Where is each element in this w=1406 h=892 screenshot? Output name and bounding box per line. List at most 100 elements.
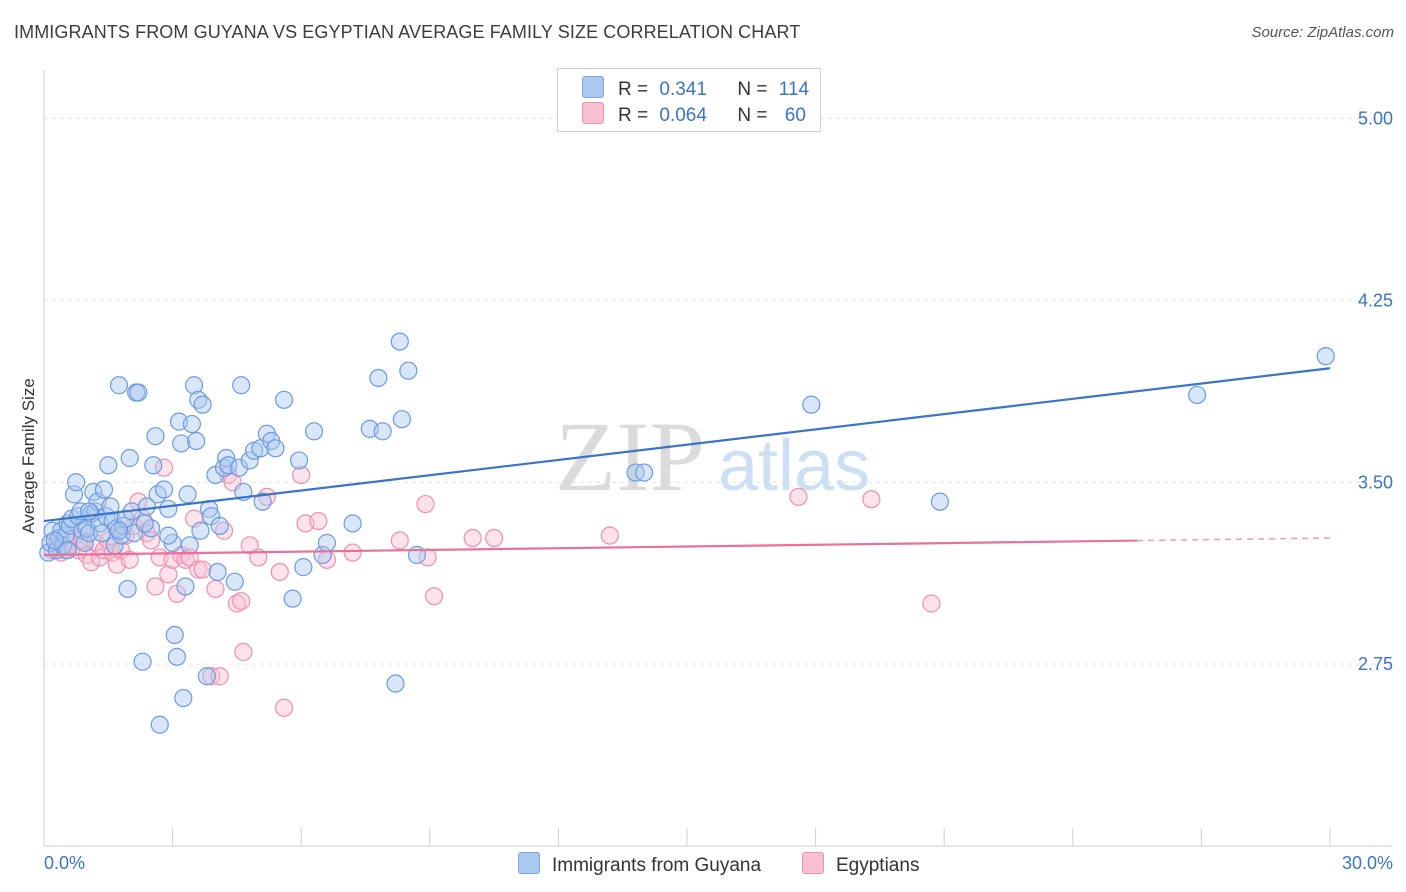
data-point bbox=[635, 463, 654, 482]
data-point bbox=[167, 647, 186, 666]
data-point bbox=[135, 514, 154, 533]
legend-item-egyptians[interactable]: Egyptians bbox=[802, 852, 919, 877]
data-point bbox=[253, 492, 272, 511]
data-point bbox=[109, 521, 129, 540]
data-point bbox=[225, 572, 244, 591]
data-point bbox=[234, 642, 253, 662]
watermark-atlas: atlas bbox=[718, 426, 870, 506]
r-value: 0.341 bbox=[659, 79, 707, 100]
legend-row-egyptians: R = 0.064 N = 60 bbox=[582, 102, 806, 126]
trend-line-extension bbox=[1137, 537, 1331, 542]
legend-swatch-egyptians bbox=[582, 102, 604, 124]
y-tick-label: 3.50 bbox=[1358, 472, 1393, 492]
data-point bbox=[193, 560, 212, 579]
y-tick-label: 4.25 bbox=[1358, 290, 1393, 310]
gridlines bbox=[44, 118, 1392, 665]
data-point bbox=[120, 448, 139, 468]
legend-row-guyana: R = 0.341 N = 114 bbox=[582, 76, 809, 100]
data-point bbox=[274, 390, 294, 409]
data-point bbox=[206, 579, 225, 599]
data-point bbox=[191, 521, 210, 540]
data-point bbox=[270, 562, 289, 582]
data-point bbox=[283, 589, 302, 608]
data-point bbox=[133, 652, 152, 671]
data-point bbox=[154, 458, 174, 477]
data-point bbox=[266, 439, 285, 458]
data-point bbox=[182, 414, 201, 434]
data-point bbox=[176, 577, 195, 596]
data-point bbox=[197, 667, 216, 686]
data-point bbox=[289, 451, 309, 470]
data-point bbox=[390, 531, 409, 550]
data-point bbox=[150, 715, 169, 734]
data-point bbox=[219, 456, 238, 475]
data-point bbox=[369, 368, 388, 388]
data-point bbox=[1316, 347, 1335, 366]
data-point bbox=[146, 427, 165, 446]
data-point bbox=[386, 674, 405, 693]
data-point bbox=[174, 688, 193, 708]
data-point bbox=[416, 494, 435, 514]
data-point bbox=[159, 526, 178, 545]
axis-labels: 2.75 3.50 4.25 5.00 0.0% 30.0% Average Family … bbox=[19, 109, 1393, 874]
trend-line bbox=[43, 367, 1331, 523]
data-point bbox=[84, 482, 103, 502]
data-point bbox=[274, 698, 294, 717]
watermark-zip: ZIP bbox=[555, 401, 705, 512]
y-tick-label: 2.75 bbox=[1358, 654, 1393, 674]
data-point bbox=[154, 480, 174, 499]
data-point bbox=[309, 511, 328, 531]
watermark: ZIP atlas bbox=[555, 401, 870, 512]
x-tick-label-min: 0.0% bbox=[44, 853, 85, 873]
data-point bbox=[45, 531, 64, 550]
data-point bbox=[862, 490, 881, 509]
data-point bbox=[424, 587, 444, 606]
legend-swatch-guyana bbox=[518, 852, 540, 874]
data-point bbox=[109, 376, 129, 395]
data-point bbox=[343, 514, 362, 533]
source-label: Source: ZipAtlas.com bbox=[1251, 24, 1394, 41]
data-point bbox=[159, 565, 178, 584]
data-point bbox=[392, 410, 412, 429]
data-point bbox=[600, 526, 619, 545]
legend-swatch-egyptians bbox=[802, 852, 824, 874]
data-point bbox=[193, 395, 212, 414]
data-point bbox=[99, 456, 118, 475]
data-point bbox=[343, 543, 362, 562]
x-tick-label-max: 30.0% bbox=[1342, 853, 1393, 873]
data-point bbox=[146, 577, 165, 596]
r-value: 0.064 bbox=[659, 105, 707, 126]
r-label: R = bbox=[618, 79, 649, 100]
data-point bbox=[485, 528, 504, 548]
data-point bbox=[58, 541, 77, 560]
axes bbox=[43, 70, 1392, 847]
data-point bbox=[210, 667, 229, 686]
data-point bbox=[144, 456, 163, 475]
data-point bbox=[178, 485, 197, 504]
legend-stats: R = 0.341 N = 114 R = 0.064 N = 60 bbox=[557, 68, 821, 132]
data-point bbox=[165, 625, 184, 645]
n-value: 114 bbox=[778, 79, 810, 100]
data-point bbox=[180, 536, 199, 555]
data-point bbox=[101, 497, 120, 516]
data-point bbox=[294, 558, 313, 577]
data-point bbox=[373, 422, 392, 441]
data-point bbox=[1188, 385, 1207, 405]
data-point bbox=[172, 434, 191, 453]
trend-lines bbox=[43, 367, 1331, 557]
data-point bbox=[184, 376, 204, 395]
legend-label: Immigrants from Guyana bbox=[552, 855, 762, 876]
data-point bbox=[229, 458, 249, 477]
data-point bbox=[304, 422, 324, 441]
n-label: N = bbox=[737, 105, 768, 126]
legend-swatch-guyana bbox=[582, 76, 604, 98]
data-point bbox=[159, 499, 178, 519]
legend-label: Egyptians bbox=[836, 855, 920, 876]
data-point bbox=[399, 361, 418, 380]
data-point bbox=[232, 376, 251, 395]
data-point bbox=[129, 383, 148, 402]
n-value: 60 bbox=[784, 105, 806, 126]
legend-item-guyana[interactable]: Immigrants from Guyana bbox=[518, 852, 761, 877]
data-point bbox=[922, 594, 941, 613]
